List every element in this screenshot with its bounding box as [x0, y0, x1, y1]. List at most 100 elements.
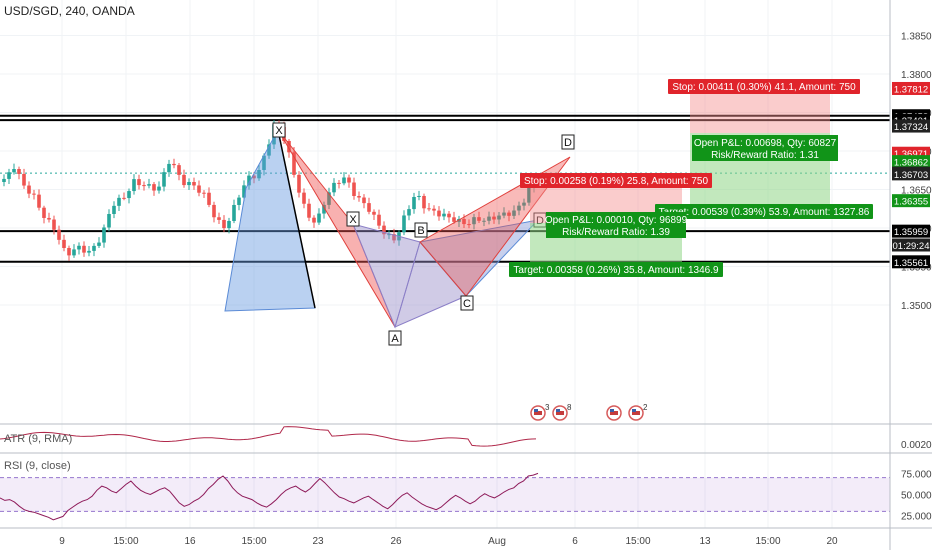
candle-body — [157, 186, 161, 191]
candle-body — [217, 217, 221, 220]
x-tick-label: 15:00 — [755, 536, 780, 547]
candle-body — [487, 216, 491, 221]
x-tick-label: 15:00 — [625, 536, 650, 547]
price-label: 1.37812 — [894, 84, 928, 95]
candle-body — [362, 197, 366, 204]
candle-body — [372, 211, 376, 215]
candle-body — [62, 239, 66, 248]
candle-body — [367, 203, 371, 212]
pattern-leg-line — [277, 129, 316, 309]
candle-body — [77, 245, 81, 250]
candle-body — [132, 179, 136, 192]
candle-body — [197, 185, 201, 193]
candle-body — [92, 245, 96, 251]
candle-body — [117, 197, 121, 206]
candle-body — [67, 247, 71, 256]
candle-body — [452, 217, 456, 222]
candle-body — [327, 192, 331, 205]
x-tick-label: 20 — [826, 536, 838, 547]
price-label: 1.36703 — [894, 170, 928, 181]
event-flag-stripe — [632, 411, 640, 415]
candle-body — [442, 213, 446, 217]
position-2-stop-label: Stop: 0.00258 (0.19%) 25.8, Amount: 750 — [524, 176, 708, 187]
candle-body — [427, 208, 431, 210]
candle-body — [482, 220, 486, 222]
candle-body — [402, 215, 406, 233]
rsi-label: RSI (9, close) — [4, 460, 71, 472]
level-price-label: 1.35561 — [894, 258, 928, 269]
candle-body — [307, 203, 311, 218]
stop-zone-1 — [690, 87, 830, 133]
candle-body — [112, 205, 116, 214]
candle-body — [312, 217, 316, 223]
candle-body — [497, 215, 501, 220]
candle-body — [32, 193, 36, 195]
candle-body — [2, 178, 6, 183]
pattern-point-a: A — [391, 333, 399, 345]
candle-body — [422, 195, 426, 209]
candle-body — [447, 213, 451, 218]
candle-body — [472, 217, 476, 225]
pattern-point-box — [561, 134, 575, 150]
candle-body — [332, 182, 336, 193]
position-2-pnl-bg — [546, 212, 686, 238]
level-price-label: 1.35959 — [894, 227, 928, 238]
x-tick-label: 26 — [390, 536, 402, 547]
candle-body — [287, 140, 291, 153]
candle-body — [72, 249, 76, 256]
pattern-point-box — [388, 330, 402, 346]
price-label: 1.36971 — [894, 149, 928, 160]
position-2-target-label: Target: 0.00358 (0.26%) 35.8, Amount: 13… — [513, 265, 719, 276]
x-tick-label: 16 — [184, 536, 196, 547]
candle-body — [517, 205, 521, 211]
position-1-rr-label: Risk/Reward Ratio: 1.31 — [711, 150, 819, 161]
candle-body — [462, 218, 466, 225]
candle-body — [47, 217, 51, 220]
position-1-pnl-label: Open P&L: 0.00698, Qty: 60827 — [694, 138, 837, 149]
atr-tick-label: 0.0020 — [901, 440, 932, 451]
event-icons: 3 8 2 — [530, 403, 648, 421]
position-1-stop-label-bg — [668, 79, 860, 94]
candle-body — [257, 169, 261, 179]
candle-body — [387, 234, 391, 236]
event-flag-canton — [632, 409, 636, 412]
price-label: 1.36355 — [894, 197, 928, 208]
pattern-point-box — [460, 295, 474, 311]
atr-label: ATR (9, RMA) — [4, 433, 73, 445]
candle-body — [492, 216, 496, 220]
candle-body — [212, 204, 216, 218]
candle-body — [262, 155, 266, 170]
candle-body — [82, 245, 86, 253]
harmonic-patterns: X X A B C D D — [224, 122, 575, 346]
candle-body — [242, 185, 246, 198]
chart-title: USD/SGD, 240, OANDA — [4, 4, 135, 18]
candle-body — [302, 192, 306, 204]
candle-body — [522, 202, 526, 206]
candle-body — [382, 225, 386, 235]
position-2-stop-label-bg — [520, 173, 712, 188]
candle-body — [267, 144, 271, 156]
candle-body — [392, 234, 396, 241]
candle-body — [122, 197, 126, 199]
price-label-bg — [892, 155, 930, 169]
price-tick-label: 1.35000 — [901, 301, 932, 312]
price-label-bg — [892, 81, 930, 95]
candle-body — [107, 213, 111, 228]
candle-body — [97, 242, 101, 246]
event-count-label: 2 — [643, 403, 648, 412]
candle-body — [222, 219, 226, 229]
rsi-tick-label: 25.0000 — [901, 512, 932, 523]
candle-body — [52, 219, 56, 230]
candle-body — [207, 192, 211, 205]
candle-body — [377, 214, 381, 226]
pattern-point-box — [346, 211, 360, 227]
candle-body — [432, 208, 436, 211]
rsi-band — [0, 477, 890, 512]
candle-body — [352, 182, 356, 196]
candle-body — [227, 220, 231, 229]
indicators — [0, 426, 539, 521]
level-price-label-bg — [892, 255, 930, 269]
candle-body — [167, 163, 171, 173]
position-2-pnl-label: Open P&L: 0.00010, Qty: 96899 — [545, 215, 688, 226]
